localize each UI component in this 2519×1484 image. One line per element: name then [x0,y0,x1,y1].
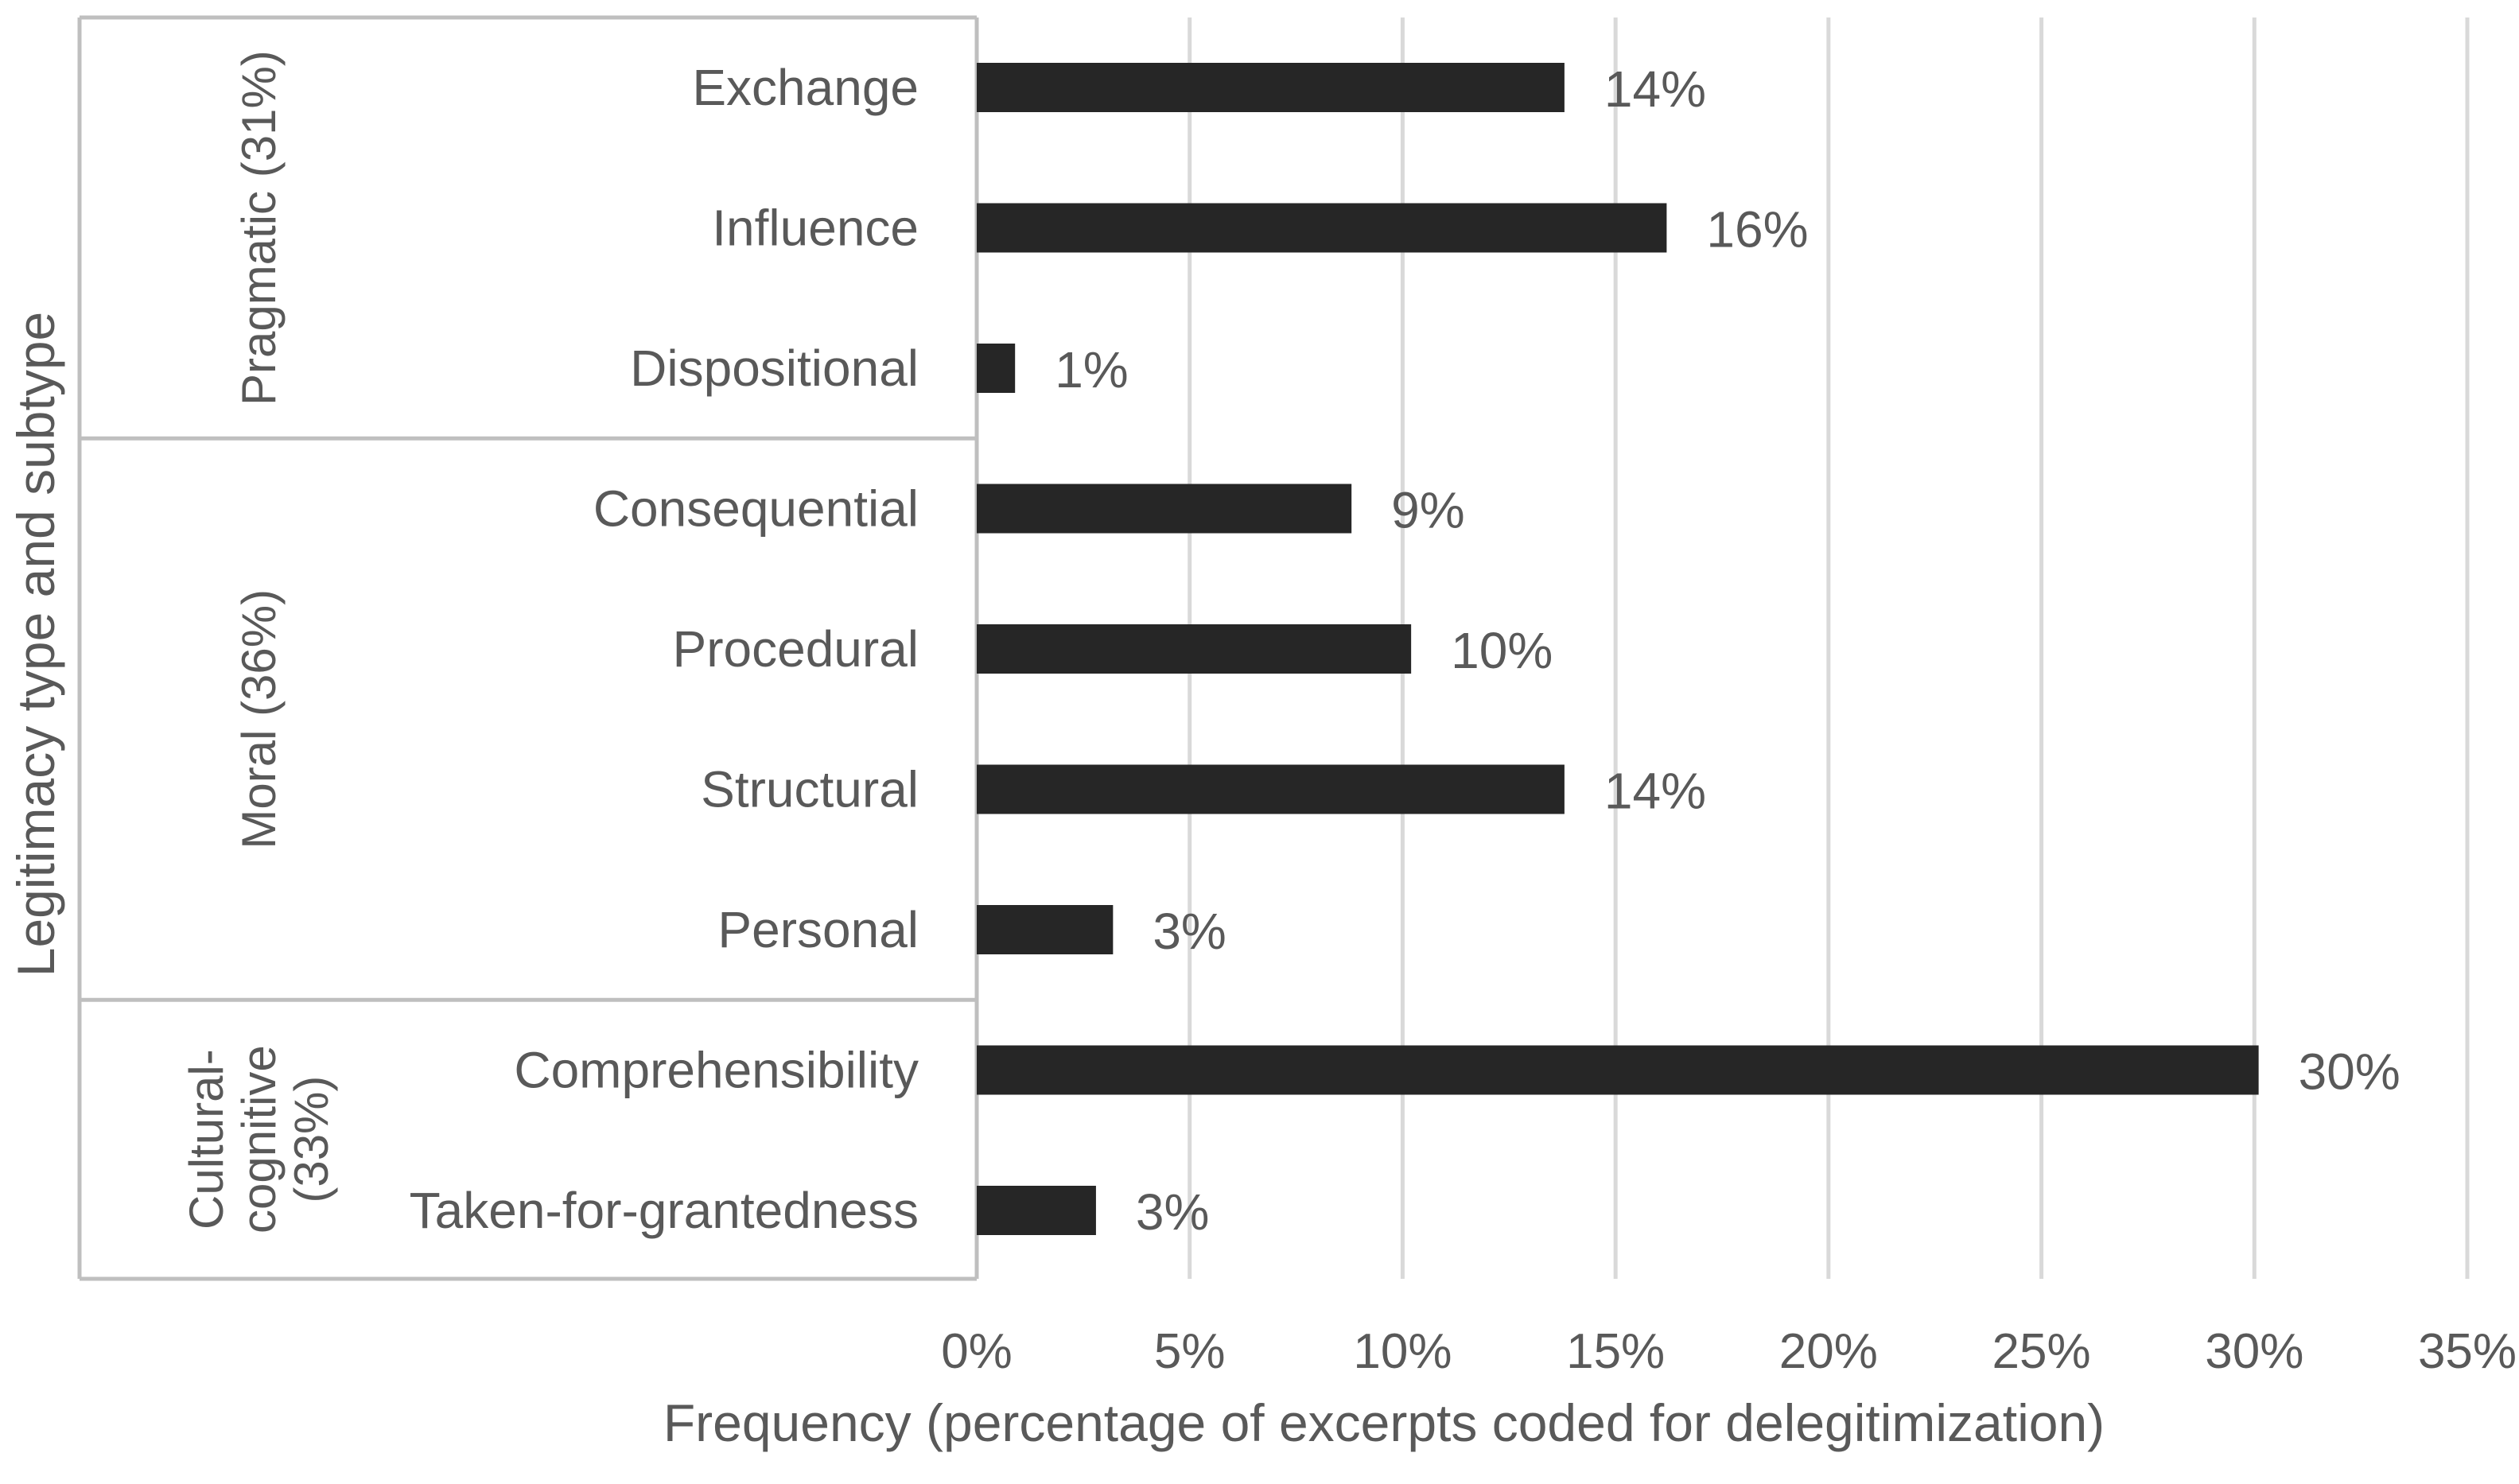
data-label: 1% [1055,341,1129,398]
x-axis-title: Frequency (percentage of excerpts coded … [663,1393,2105,1452]
group-label: Moral (36%) [232,589,286,849]
bar [977,905,1114,954]
group-label: Pragmatic (31%) [232,50,286,406]
category-label: Exchange [692,59,919,116]
x-tick-label: 35% [2418,1324,2517,1379]
x-tick-label: 0% [941,1324,1013,1379]
data-label: 3% [1153,903,1226,960]
data-label: 10% [1451,622,1553,679]
x-tick-label: 30% [2205,1324,2303,1379]
x-tick-label: 15% [1566,1324,1665,1379]
bar [977,764,1565,814]
x-tick-labels: 0% 5% 10% 15% 20% 25% 30% 35% [941,1324,2517,1379]
bar [977,484,1352,534]
bar [977,624,1412,674]
category-label: Consequential [593,480,919,538]
bar [977,344,1016,393]
x-tick-label: 5% [1154,1324,1226,1379]
group-labels: Pragmatic (31%) Moral (36%) Cultural-cogni… [80,50,977,1233]
category-label: Comprehensibility [514,1042,919,1099]
bar [977,203,1667,253]
data-label: 16% [1706,201,1808,258]
x-tick-label: 20% [1779,1324,1878,1379]
data-label: 3% [1136,1183,1210,1241]
category-label: Taken-for-grantedness [410,1182,919,1239]
group-label: Cultural-cognitive(33%) [180,1045,338,1233]
bar [977,1186,1096,1235]
data-labels: 14% 16% 1% 9% 10% 14% 3% 30% 3% [1055,60,2400,1241]
category-label: Personal [717,901,919,958]
x-tick-label: 25% [1992,1324,2091,1379]
category-label: Procedural [673,620,919,678]
category-label: Influence [712,200,919,257]
bar [977,1045,2259,1095]
data-label: 14% [1604,60,1706,118]
bars [977,63,2259,1235]
bar [977,63,1565,112]
data-label: 9% [1391,482,1465,539]
y-axis-title: Legitimacy type and subtype [6,312,65,977]
x-tick-label: 10% [1353,1324,1452,1379]
category-labels: Exchange Influence Dispositional Consequent… [410,59,919,1239]
category-label: Dispositional [630,340,919,397]
category-label: Structural [701,761,919,818]
data-label: 30% [2299,1043,2400,1101]
data-label: 14% [1604,763,1706,820]
